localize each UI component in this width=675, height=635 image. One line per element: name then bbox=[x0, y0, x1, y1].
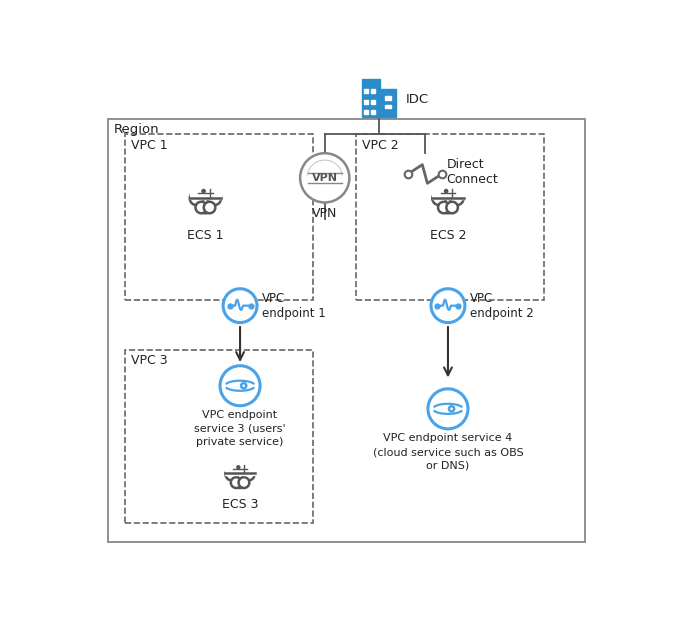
Bar bbox=[364, 110, 368, 114]
Circle shape bbox=[196, 194, 215, 213]
Circle shape bbox=[202, 189, 205, 192]
Text: VPC
endpoint 2: VPC endpoint 2 bbox=[470, 291, 533, 319]
Bar bbox=[385, 97, 391, 100]
Bar bbox=[364, 89, 368, 93]
Text: VPC 3: VPC 3 bbox=[131, 354, 167, 367]
Bar bbox=[385, 105, 391, 109]
Text: VPN: VPN bbox=[312, 207, 338, 220]
Circle shape bbox=[204, 202, 215, 213]
Circle shape bbox=[242, 467, 254, 481]
Bar bbox=[225, 463, 254, 474]
Circle shape bbox=[238, 478, 249, 488]
Circle shape bbox=[196, 202, 207, 213]
Circle shape bbox=[450, 191, 464, 205]
Circle shape bbox=[241, 383, 246, 389]
Bar bbox=[364, 100, 368, 104]
Bar bbox=[371, 89, 375, 93]
Circle shape bbox=[428, 389, 468, 429]
Circle shape bbox=[449, 406, 454, 411]
Text: ECS 1: ECS 1 bbox=[187, 229, 223, 242]
Circle shape bbox=[445, 189, 448, 192]
Circle shape bbox=[431, 289, 465, 323]
Text: Direct
Connect: Direct Connect bbox=[446, 159, 498, 187]
Circle shape bbox=[446, 202, 458, 213]
Bar bbox=[371, 100, 375, 104]
Text: Region: Region bbox=[114, 123, 159, 136]
Circle shape bbox=[207, 191, 221, 205]
Circle shape bbox=[432, 191, 446, 205]
Bar bbox=[362, 79, 380, 117]
Bar bbox=[432, 186, 464, 199]
Bar bbox=[125, 349, 313, 523]
Text: VPN: VPN bbox=[312, 173, 338, 183]
Text: ECS 3: ECS 3 bbox=[222, 498, 259, 511]
Bar bbox=[125, 134, 313, 300]
Text: IDC: IDC bbox=[406, 93, 429, 106]
Circle shape bbox=[190, 191, 204, 205]
Bar bbox=[190, 186, 221, 199]
Circle shape bbox=[231, 470, 249, 488]
Bar bbox=[381, 90, 396, 117]
Bar bbox=[356, 134, 544, 300]
Circle shape bbox=[438, 194, 458, 213]
Circle shape bbox=[225, 467, 238, 481]
Circle shape bbox=[438, 202, 450, 213]
Text: VPC 1: VPC 1 bbox=[131, 138, 167, 152]
Text: ECS 2: ECS 2 bbox=[430, 229, 466, 242]
Text: VPC endpoint
service 3 (users'
private service): VPC endpoint service 3 (users' private s… bbox=[194, 410, 286, 447]
Circle shape bbox=[220, 366, 260, 406]
Text: VPC 2: VPC 2 bbox=[362, 138, 398, 152]
Bar bbox=[371, 110, 375, 114]
Text: VPC
endpoint 1: VPC endpoint 1 bbox=[262, 291, 325, 319]
Circle shape bbox=[237, 466, 240, 469]
Circle shape bbox=[223, 289, 257, 323]
Text: VPC endpoint service 4
(cloud service such as OBS
or DNS): VPC endpoint service 4 (cloud service su… bbox=[373, 434, 523, 471]
Circle shape bbox=[231, 478, 242, 488]
Bar bbox=[107, 119, 585, 542]
Circle shape bbox=[300, 153, 350, 203]
